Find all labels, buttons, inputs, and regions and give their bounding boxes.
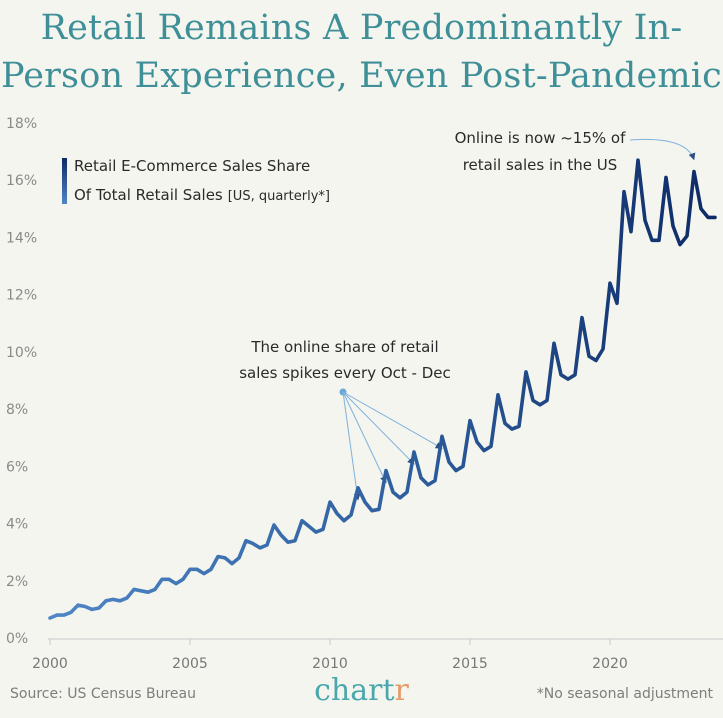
legend-line-1: Retail E-Commerce Sales Share	[74, 157, 310, 175]
legend-swatch	[62, 158, 67, 204]
x-tick-label: 2015	[452, 656, 488, 672]
title-line-2: Person Experience, Even Post-Pandemic	[1, 56, 722, 96]
annotation-arrow-online	[629, 138, 696, 161]
y-tick-label: 4%	[6, 517, 28, 533]
series-line	[48, 158, 717, 620]
title-line-1: Retail Remains A Predominantly In-	[40, 8, 683, 48]
y-tick-label: 14%	[6, 230, 37, 246]
legend-line-2: Of Total Retail Sales [US, quarterly*]	[74, 186, 330, 204]
series-ecommerce-share	[48, 158, 717, 620]
brand-logo: chartr	[0, 673, 723, 708]
annotation-spikes-line-2: sales spikes every Oct - Dec	[239, 364, 451, 382]
x-tick-label: 2010	[312, 656, 348, 672]
page-title: Retail Remains A Predominantly In- Perso…	[0, 4, 723, 100]
annotation-arrow	[342, 391, 361, 501]
y-axis: 0% 2% 4% 6% 8% 10% 12% 14% 16% 18%	[6, 116, 37, 647]
annotation-online-line-2: retail sales in the US	[463, 156, 618, 174]
legend-line-2-main: Of Total Retail Sales	[74, 186, 223, 204]
brand-logo-accent: r	[394, 673, 409, 708]
annotation-arrow	[342, 391, 443, 449]
x-tick-label: 2005	[172, 656, 208, 672]
annotation-arrow	[342, 391, 415, 465]
brand-logo-main: chart	[314, 673, 395, 708]
y-tick-label: 0%	[6, 631, 28, 647]
y-tick-label: 6%	[6, 459, 28, 475]
source-note: Source: US Census Bureau	[10, 686, 196, 702]
y-tick-label: 16%	[6, 173, 37, 189]
annotation-online-line-1: Online is now ~15% of	[455, 129, 626, 147]
y-tick-label: 2%	[6, 574, 28, 590]
annotation-spikes-line-1: The online share of retail	[250, 338, 438, 356]
y-tick-label: 12%	[6, 288, 37, 304]
adjustment-note: *No seasonal adjustment	[536, 686, 713, 702]
y-tick-label: 8%	[6, 402, 28, 418]
y-tick-label: 10%	[6, 345, 37, 361]
legend-line-2-suffix: [US, quarterly*]	[228, 189, 330, 204]
x-tick-label: 2020	[592, 656, 628, 672]
x-axis: 2000 2005 2010 2015 2020	[32, 638, 723, 672]
annotation-arrow	[342, 391, 387, 484]
annotation-arrows	[339, 138, 696, 501]
x-tick-label: 2000	[32, 656, 68, 672]
y-tick-label: 18%	[6, 116, 37, 132]
